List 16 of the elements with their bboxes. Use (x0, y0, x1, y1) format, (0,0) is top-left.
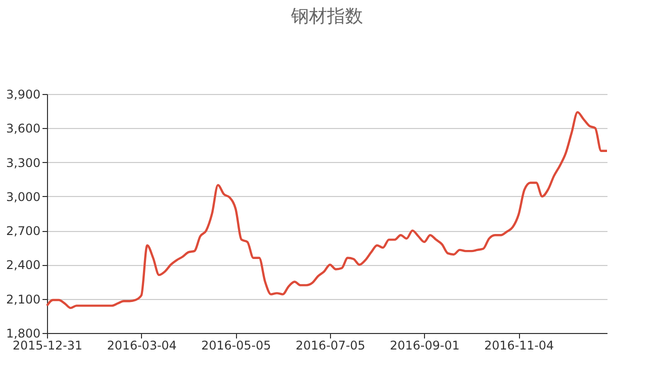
y-tick-label: 2,700 (6, 224, 40, 238)
y-tick-label: 3,300 (6, 156, 40, 170)
chart-title: 钢材指数 (290, 6, 363, 27)
x-tick-label: 2016-07-05 (296, 338, 366, 352)
x-tick-label: 2016-09-01 (390, 338, 460, 352)
x-tick-label: 2016-05-05 (201, 338, 272, 352)
x-tick-label: 2015-12-31 (12, 338, 82, 352)
x-tick-label: 2016-03-04 (106, 338, 177, 352)
y-tick-label: 3,600 (6, 122, 40, 136)
y-tick-label: 1,800 (6, 326, 40, 340)
x-tick-label: 2016-11-04 (484, 338, 554, 352)
y-tick-label: 3,900 (6, 88, 40, 102)
y-tick-label: 3,000 (6, 190, 40, 204)
y-tick-label: 2,100 (6, 292, 40, 306)
y-tick-label: 2,400 (6, 258, 40, 272)
line-series (46, 111, 608, 310)
